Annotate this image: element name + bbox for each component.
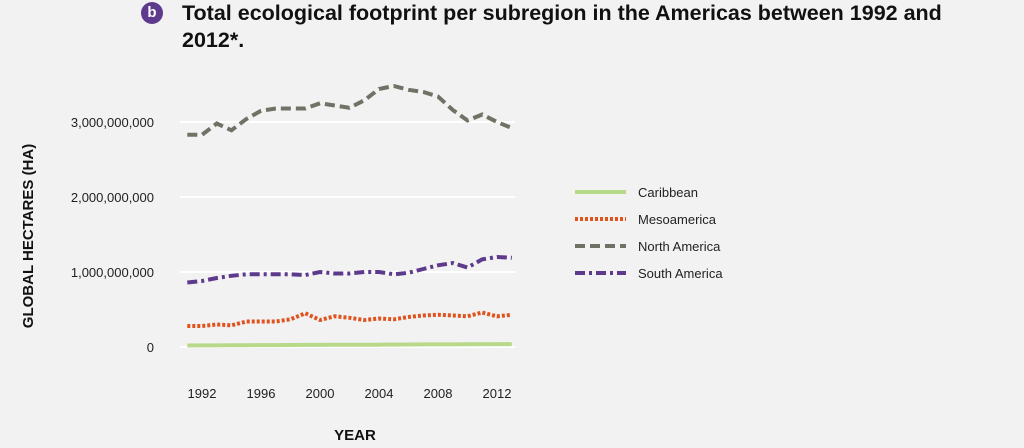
y-tick-label: 3,000,000,000: [71, 115, 154, 130]
x-tick-label: 1992: [188, 386, 217, 401]
legend-label-caribbean: Caribbean: [638, 185, 698, 200]
x-tick-label: 1996: [247, 386, 276, 401]
y-tick-label: 0: [147, 340, 154, 355]
y-tick-label: 1,000,000,000: [71, 265, 154, 280]
y-axis-label: GLOBAL HECTARES (HA): [20, 144, 37, 328]
legend-label-south-america: South America: [638, 266, 723, 281]
x-tick-label: 2008: [424, 386, 453, 401]
series-line-mesoamerica: [187, 310, 513, 328]
y-tick-label: 2,000,000,000: [71, 190, 154, 205]
legend-label-mesoamerica: Mesoamerica: [638, 212, 717, 227]
series-line-south-america: [187, 254, 512, 285]
x-tick-label: 2012: [483, 386, 512, 401]
series-line-north-america: [187, 83, 513, 137]
chart-title: Total ecological footprint per subregion…: [182, 1, 942, 52]
section-badge: b: [141, 2, 163, 24]
x-tick-label: 2000: [306, 386, 335, 401]
legend-label-north-america: North America: [638, 239, 721, 254]
x-tick-label: 2004: [365, 386, 394, 401]
x-axis-label: YEAR: [334, 427, 376, 444]
series-line-caribbean: [187, 342, 512, 348]
